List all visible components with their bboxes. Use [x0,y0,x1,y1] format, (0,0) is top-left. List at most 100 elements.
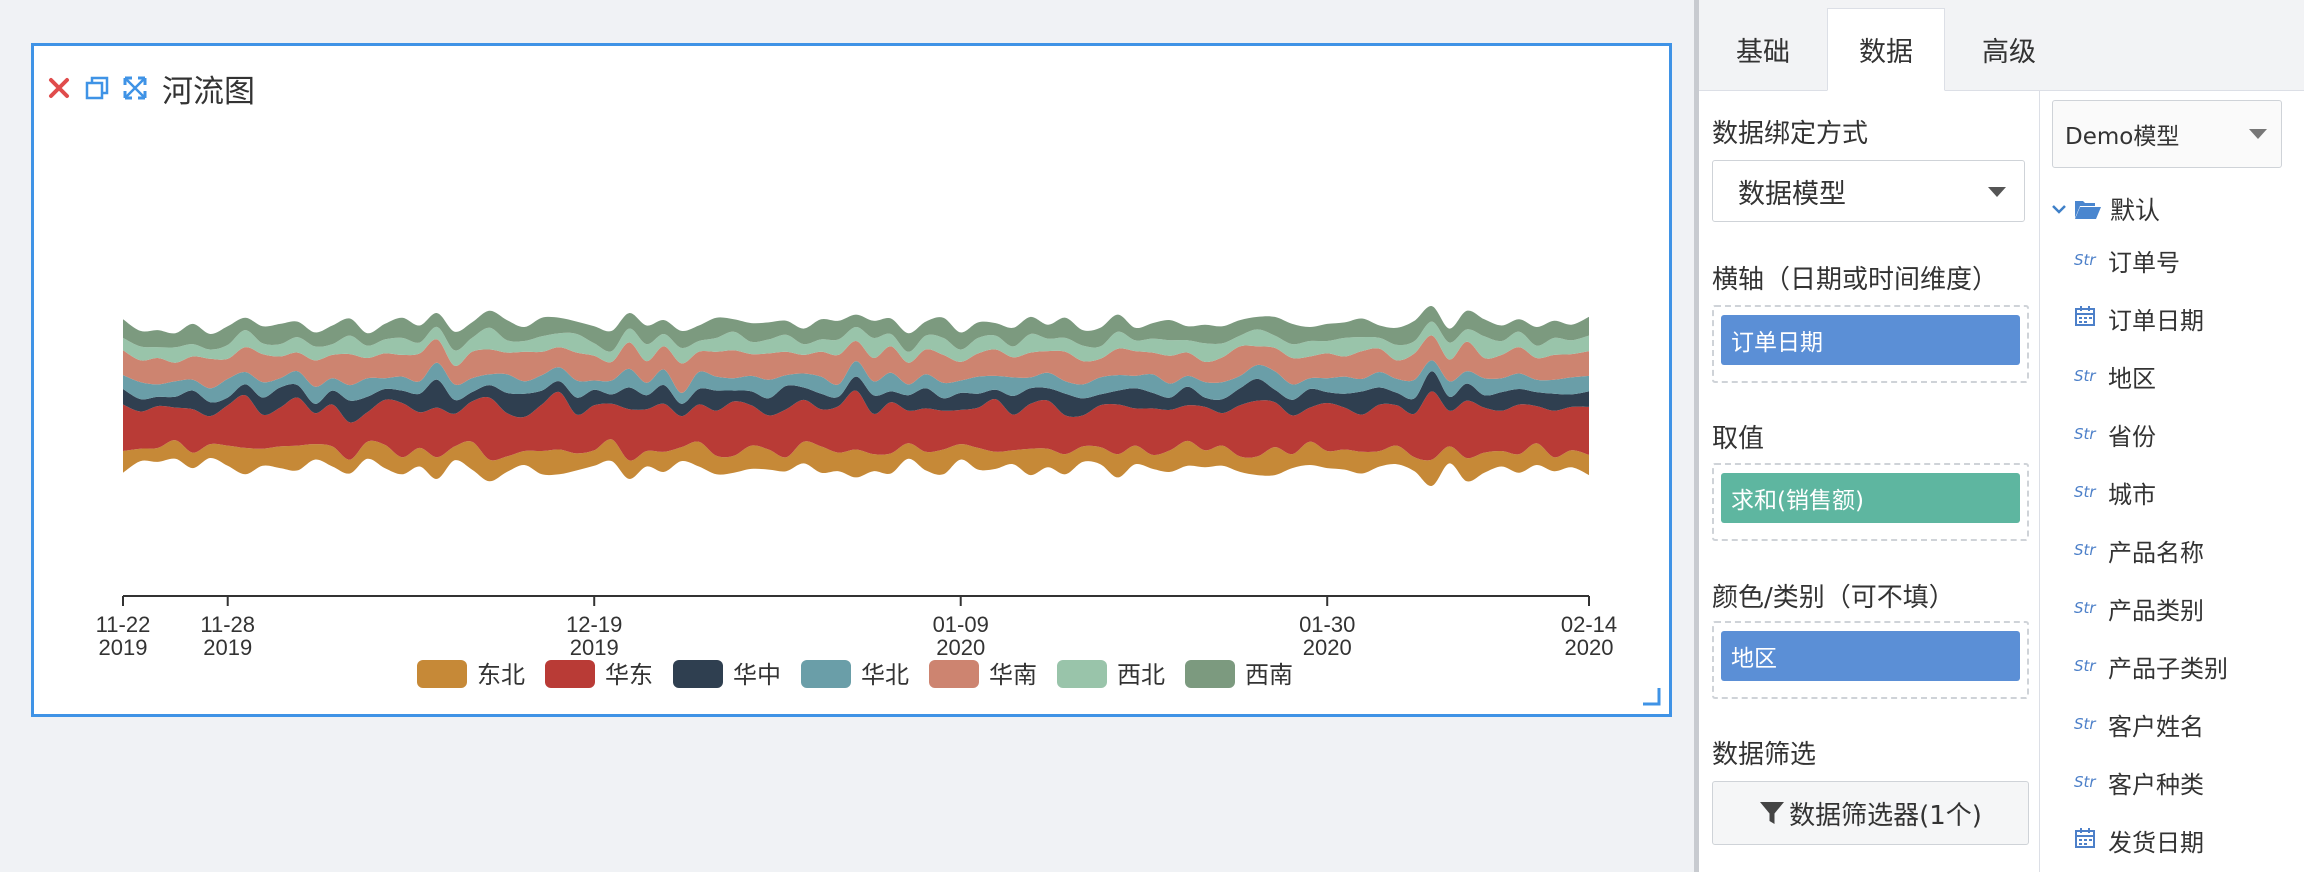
settings-panel: 基础 数据 高级 数据绑定方式 数据模型 横轴（日期或时间维度） 订单日期 取值… [1699,0,2304,872]
legend-item[interactable]: 西北 [1057,660,1165,689]
category-label: 颜色/类别（可不填） [1712,583,1955,613]
model-field-item[interactable]: 订单日期 [2040,289,2304,347]
string-type-icon: Str [2074,773,2096,791]
x-tick-label: 02-14 [1561,612,1617,637]
folder-label: 默认 [2110,196,2161,225]
chart-title: 河流图 [162,73,255,110]
string-type-icon: Str [2074,367,2096,385]
stream-series-3 [123,360,1589,404]
legend-swatch [673,660,723,688]
tab-advanced[interactable]: 高级 [1982,36,2036,68]
x-tick-label: 01-30 [1299,612,1355,637]
string-type-icon: Str [2074,715,2096,733]
filter-label: 数据筛选 [1712,740,1817,770]
legend-label: 华南 [989,661,1037,689]
model-field-name: 产品名称 [2108,538,2204,567]
model-field-item[interactable]: Str 产品名称 [2040,521,2304,579]
x-tick-label: 01-09 [933,612,989,637]
model-field-item[interactable]: Str 订单号 [2040,231,2304,289]
legend-label: 东北 [477,661,525,689]
model-field-item[interactable]: Str 产品类别 [2040,579,2304,637]
x-tick-year: 2019 [99,635,148,660]
string-type-icon: Str [2074,541,2096,559]
string-type-icon: Str [2074,483,2096,501]
card-toolbar: 河流图 [46,68,255,110]
x-tick-label: 11-28 [200,612,255,637]
x-tick-year: 2020 [1303,635,1352,660]
streamgraph: 11-22201911-28201912-19201901-09202001-3… [96,306,1617,689]
legend-item[interactable]: 华中 [673,660,781,689]
folder-default[interactable]: 默认 [2050,191,2160,227]
model-field-item[interactable]: Str 城市 [2040,463,2304,521]
model-field-item[interactable]: Str 产品子类别 [2040,637,2304,695]
filter-button[interactable]: 数据筛选器(1个) [1712,781,2029,845]
chart-card[interactable]: 河流图 11-22 2019 11-28 2019 12-19 2019 01-09 2020… [31,43,1672,717]
model-field-name: 客户种类 [2108,770,2204,799]
value-field-chip[interactable]: 求和(销售额) [1721,473,2020,523]
model-field-name: 省份 [2108,422,2156,451]
model-field-name: 产品子类别 [2108,654,2228,683]
legend-item[interactable]: 东北 [417,660,525,689]
tab-data[interactable]: 数据 [1827,8,1945,91]
panel-divider[interactable] [1694,0,1699,872]
legend-label: 西北 [1117,661,1165,689]
binding-mode-value: 数据模型 [1738,178,1846,210]
x-tick-year: 2019 [203,635,252,660]
model-field-item[interactable]: Str 客户种类 [2040,753,2304,811]
x-axis-field-chip[interactable]: 订单日期 [1721,315,2020,365]
x-tick-label: 11-22 [96,612,151,637]
model-field-name: 发货日期 [2108,828,2204,857]
chevron-down-icon [2052,205,2066,214]
string-type-icon: Str [2074,425,2096,443]
stream-series-4 [123,335,1589,393]
legend-item[interactable]: 华东 [545,660,653,689]
legend-swatch [929,660,979,688]
model-field-item[interactable]: Str 省份 [2040,405,2304,463]
legend-swatch [417,660,467,688]
chevron-down-icon [2249,129,2267,139]
copy-icon[interactable] [84,75,110,101]
model-field-name: 订单号 [2108,248,2180,277]
folder-open-icon [2075,201,2101,219]
resize-handle-icon[interactable] [1641,686,1661,706]
model-field-item[interactable]: Str 地区 [2040,347,2304,405]
string-type-icon: Str [2074,599,2096,617]
stream-series-2 [123,371,1589,423]
legend-swatch [1057,660,1107,688]
value-label: 取值 [1712,424,1765,454]
stream-series-0 [123,439,1589,486]
filter-button-label: 数据筛选器(1个) [1789,800,1982,831]
tab-bar: 基础 数据 高级 [1699,0,2304,91]
stream-series-5 [123,321,1589,367]
category-field-chip[interactable]: 地区 [1721,631,2020,681]
legend-swatch [1185,660,1235,688]
model-select[interactable]: Demo模型 [2052,100,2282,168]
binding-mode-select[interactable]: 数据模型 [1712,160,2025,222]
field-list: Str 订单号 订单日期 Str 地区 Str 省份 Str 城市 Str 产品名称 Str 产品类别 S… [2040,231,2304,869]
x-tick-year: 2020 [936,635,985,660]
legend-item[interactable]: 华南 [929,660,1037,689]
legend-swatch [545,660,595,688]
model-field-item[interactable]: 发货日期 [2040,811,2304,869]
close-icon[interactable] [46,75,72,101]
stream-series-1 [123,390,1589,461]
expand-icon[interactable] [122,75,148,101]
legend-item[interactable]: 华北 [801,660,909,689]
stream-series-6 [123,306,1589,352]
model-field-name: 产品类别 [2108,596,2204,625]
filter-icon [1760,802,1785,824]
model-field-name: 客户姓名 [2108,712,2204,741]
model-field-item[interactable]: Str 客户姓名 [2040,695,2304,753]
calendar-icon [2074,827,2108,853]
value-drop-zone[interactable]: 求和(销售额) [1712,463,2029,541]
string-type-icon: Str [2074,657,2096,675]
binding-column: 数据绑定方式 数据模型 横轴（日期或时间维度） 订单日期 取值 求和(销售额) … [1699,91,2039,872]
category-drop-zone[interactable]: 地区 [1712,621,2029,699]
x-axis-drop-zone[interactable]: 订单日期 [1712,305,2029,383]
calendar-icon [2074,305,2108,331]
string-type-icon: Str [2074,251,2096,269]
model-field-name: 订单日期 [2108,306,2204,335]
x-tick-label: 12-19 [566,612,622,637]
legend-item[interactable]: 西南 [1185,660,1293,689]
tab-basic[interactable]: 基础 [1736,36,1790,68]
